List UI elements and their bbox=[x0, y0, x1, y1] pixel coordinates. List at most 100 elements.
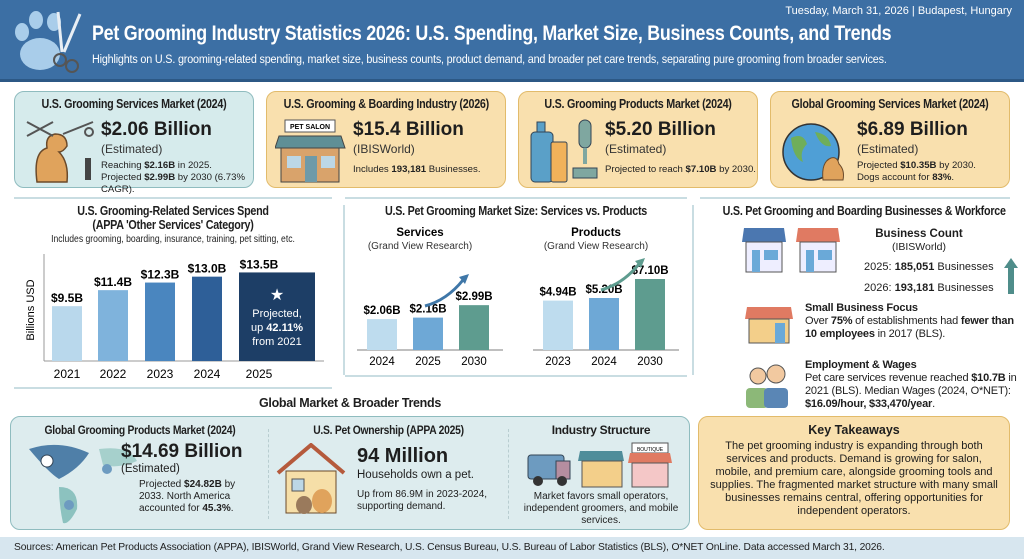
world-map-icon bbox=[29, 444, 137, 524]
annotation-line: from 2021 bbox=[252, 336, 302, 348]
structure-desc: Market favors small operators, independe… bbox=[523, 491, 679, 526]
chart1-title: U.S. Grooming-Related Services Spend (APP… bbox=[77, 204, 269, 232]
panel-bar-services-2025 bbox=[413, 317, 443, 350]
card-us-grooming-boarding: U.S. Grooming & Boarding Industry (2026)… bbox=[266, 91, 506, 188]
annotation-line: up 42.11% bbox=[251, 322, 303, 334]
divider bbox=[268, 429, 269, 519]
card-qualifier: (IBISWorld) bbox=[353, 142, 415, 156]
up-arrow-icon bbox=[1004, 258, 1018, 294]
card-value: $6.89 Billion bbox=[857, 119, 968, 140]
van-shop-boutique-icon: BOUTIQUE bbox=[527, 442, 672, 488]
global-products-value: $14.69 Billion bbox=[121, 441, 243, 462]
global-section-title: Global Market & Broader Trends bbox=[258, 396, 442, 410]
divider bbox=[345, 375, 687, 377]
panel-bar-services-2024 bbox=[367, 319, 397, 350]
panel-tick-label: 2024 bbox=[369, 356, 395, 368]
panel-title: Products bbox=[571, 227, 621, 239]
header-banner: Tuesday, March 31, 2026 | Budapest, Hung… bbox=[0, 0, 1024, 82]
global-trends-panel: Global Grooming Products Market (2024) $… bbox=[10, 416, 690, 530]
card-note: Projected to reach $7.10B by 2030. bbox=[605, 164, 756, 175]
panel-bar-products-2030 bbox=[635, 279, 665, 350]
card-us-grooming-services: U.S. Grooming Services Market (2024) $2.… bbox=[14, 91, 254, 195]
page-subtitle: Highlights on U.S. grooming-related spen… bbox=[92, 52, 887, 66]
panel-bar-services-2030 bbox=[459, 305, 489, 350]
boutique-sign-text: BOUTIQUE bbox=[637, 447, 664, 453]
house-pets-icon bbox=[276, 443, 346, 514]
chart1-bar-2023 bbox=[145, 282, 175, 361]
globe-dog-icon bbox=[782, 123, 844, 181]
card-global-grooming-services: Global Grooming Services Market (2024) $… bbox=[770, 91, 1010, 188]
panel-value-label: $2.99B bbox=[455, 291, 492, 303]
panel-bar-products-2023 bbox=[543, 300, 573, 350]
chart1-value-label: $9.5B bbox=[51, 291, 83, 305]
trend-arrowhead-icon bbox=[635, 258, 645, 268]
panel-value-label: $7.10B bbox=[631, 265, 668, 277]
card-qualifier: (Estimated) bbox=[605, 142, 667, 156]
panel-value-label: $2.06B bbox=[363, 305, 400, 317]
key-takeaways-panel: Key Takeaways The pet grooming industry … bbox=[698, 416, 1010, 530]
card-qualifier: (Estimated) bbox=[101, 142, 163, 156]
global-products-title: Global Grooming Products Market (2024) bbox=[44, 423, 236, 437]
chart1-bar-2022 bbox=[98, 290, 128, 361]
panel-tick-label: 2025 bbox=[415, 356, 441, 368]
pet-salon-storefront-icon: PET SALON bbox=[275, 119, 346, 183]
star-icon: ★ bbox=[270, 287, 284, 304]
global-products-qualifier: (Estimated) bbox=[121, 463, 180, 475]
trend-arrow-icon bbox=[424, 279, 465, 308]
divider bbox=[508, 429, 509, 519]
panel-tick-label: 2030 bbox=[461, 356, 487, 368]
panel-source: (Grand View Research) bbox=[544, 241, 648, 252]
employment-wages: Employment & Wages Pet care services reve… bbox=[805, 359, 1017, 410]
panel-bar-products-2024 bbox=[589, 298, 619, 350]
card-value: $5.20 Billion bbox=[605, 119, 716, 140]
divider bbox=[343, 205, 345, 375]
divider bbox=[692, 205, 694, 375]
chart1-services-spend: Billions USD $9.5B 2021 $11.4B 2022 $12.3B 20… bbox=[25, 254, 324, 381]
business-count-heading: Business Count (IBISWorld) bbox=[875, 228, 963, 253]
card-title: U.S. Grooming Products Market (2024) bbox=[544, 97, 732, 111]
chart1-tick-label: 2021 bbox=[54, 367, 81, 381]
card-value: $15.4 Billion bbox=[353, 119, 464, 140]
business-count-2025: 2025: 185,051 Businesses bbox=[864, 261, 994, 273]
ownership-title: U.S. Pet Ownership (APPA 2025) bbox=[313, 423, 464, 437]
date-location: Tuesday, March 31, 2026 | Budapest, Hung… bbox=[785, 5, 1012, 17]
chart1-bar-2024 bbox=[192, 276, 222, 361]
storefronts-icon bbox=[742, 228, 840, 273]
card-value: $2.06 Billion bbox=[101, 119, 212, 140]
chart1-bar-2021 bbox=[52, 306, 82, 361]
panel-value-label: $2.16B bbox=[409, 304, 446, 316]
chart1-tick-label: 2025 bbox=[246, 367, 273, 381]
ownership-desc: Households own a pet. bbox=[357, 469, 474, 481]
card-title: Global Grooming Services Market (2024) bbox=[791, 97, 989, 111]
ownership-value: 94 Million bbox=[357, 445, 449, 467]
global-products-note: Projected $24.82B by 2033. North America… bbox=[139, 479, 236, 514]
panel-tick-label: 2023 bbox=[545, 356, 571, 368]
shampoo-brush-icon bbox=[530, 119, 598, 183]
sources-footer: Sources: American Pet Products Associati… bbox=[0, 537, 1024, 559]
takeaways-text: The pet grooming industry is expanding t… bbox=[710, 440, 998, 517]
chart1-tick-label: 2023 bbox=[147, 367, 174, 381]
panel-source: (Grand View Research) bbox=[368, 241, 472, 252]
chart1-value-label: $11.4B bbox=[94, 275, 132, 289]
panel-tick-label: 2024 bbox=[591, 356, 617, 368]
trend-arrowhead-icon bbox=[459, 274, 469, 284]
small-shop-icon bbox=[745, 307, 793, 344]
business-count-2026: 2026: 193,181 Businesses bbox=[864, 282, 994, 294]
panel-title: Services bbox=[396, 227, 443, 239]
groomers-icon bbox=[746, 364, 788, 408]
annotation-line: Projected, bbox=[252, 308, 302, 320]
card-title: U.S. Grooming Services Market (2024) bbox=[41, 97, 227, 111]
salon-sign-text: PET SALON bbox=[290, 124, 330, 131]
divider bbox=[14, 387, 332, 389]
takeaways-title: Key Takeaways bbox=[808, 423, 900, 437]
chart1-tick-label: 2022 bbox=[100, 367, 127, 381]
card-note: Includes 193,181 Businesses. bbox=[353, 164, 481, 175]
trend-arrow-icon bbox=[600, 263, 641, 292]
chart1-bar-2025 bbox=[239, 272, 315, 361]
card-title: U.S. Grooming & Boarding Industry (2026) bbox=[283, 97, 490, 111]
page-title: Pet Grooming Industry Statistics 2026: U… bbox=[92, 22, 892, 45]
ownership-note: Up from 86.9M in 2023-2024, supporting d… bbox=[357, 489, 488, 512]
chart1-tick-label: 2024 bbox=[194, 367, 221, 381]
chart1-value-label: $13.5B bbox=[240, 257, 279, 271]
divider bbox=[700, 197, 1010, 199]
